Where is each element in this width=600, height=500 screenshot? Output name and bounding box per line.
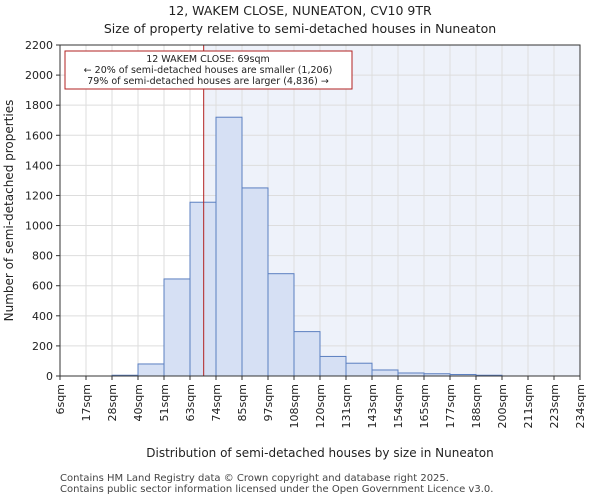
x-tick-label: 63sqm — [184, 384, 197, 421]
x-tick-label: 28sqm — [106, 384, 119, 421]
y-tick-label: 400 — [32, 310, 53, 323]
bar-74sqm — [215, 116, 243, 377]
bar-97sqm — [267, 273, 295, 377]
x-tick-label: 200sqm — [496, 384, 509, 428]
chart-title: 12, WAKEM CLOSE, NUNEATON, CV10 9TR — [168, 3, 432, 18]
y-tick-label: 1400 — [25, 159, 53, 172]
y-tick-label: 1800 — [25, 99, 53, 112]
annotation-box — [64, 50, 353, 90]
x-axis-label: Distribution of semi-detached houses by … — [146, 446, 493, 460]
bar-143sqm — [371, 369, 399, 377]
footer-line-1: Contains HM Land Registry data © Crown c… — [60, 473, 449, 484]
x-axis-ticks: 6sqm 17sqm 28sqm 40sqm 51sqm 63sqm 74sqm 85sqm 9… — [54, 376, 587, 428]
x-tick-label: 143sqm — [366, 384, 379, 428]
x-tick-label: 211sqm — [522, 384, 535, 428]
y-tick-label: 0 — [46, 370, 53, 383]
y-tick-label: 800 — [32, 250, 53, 263]
x-tick-label: 51sqm — [158, 384, 171, 421]
y-tick-label: 1600 — [25, 129, 53, 142]
bar-85sqm — [241, 187, 269, 377]
y-tick-label: 200 — [32, 340, 53, 353]
bars — [111, 116, 503, 377]
annotation-line-2: ← 20% of semi-detached houses are smalle… — [84, 65, 333, 76]
grid — [59, 44, 581, 377]
y-tick-label: 2000 — [25, 69, 53, 82]
y-axis-label: Number of semi-detached properties — [2, 100, 16, 322]
x-tick-label: 131sqm — [340, 384, 353, 428]
bar-108sqm — [293, 331, 321, 377]
bar-63sqm — [189, 201, 217, 377]
x-tick-label: 6sqm — [54, 384, 67, 414]
bar-120sqm — [319, 355, 347, 377]
chart-subtitle: Size of property relative to semi-detach… — [103, 21, 497, 36]
x-tick-label: 165sqm — [418, 384, 431, 428]
y-tick-label: 2200 — [25, 39, 53, 52]
x-tick-label: 108sqm — [288, 384, 301, 428]
y-tick-label: 1200 — [25, 189, 53, 202]
x-tick-label: 223sqm — [548, 384, 561, 428]
footer-line-2: Contains public sector information licen… — [60, 484, 494, 495]
x-tick-label: 40sqm — [132, 384, 145, 421]
x-tick-label: 17sqm — [80, 384, 93, 421]
x-tick-label: 177sqm — [444, 384, 457, 428]
y-tick-label: 1000 — [25, 220, 53, 233]
annotation-line-1: 12 WAKEM CLOSE: 69sqm — [146, 54, 270, 65]
x-tick-label: 120sqm — [314, 384, 327, 428]
bar-131sqm — [345, 362, 373, 377]
x-tick-label: 154sqm — [392, 384, 405, 428]
y-axis-ticks: 0 200 400 600 800 1000 1200 1400 1600 1800 2000 220… — [25, 39, 60, 383]
x-tick-label: 74sqm — [210, 384, 223, 421]
x-tick-label: 188sqm — [470, 384, 483, 428]
annotation-line-3: 79% of semi-detached houses are larger (… — [87, 76, 329, 87]
bar-40sqm — [137, 363, 165, 377]
x-tick-label: 97sqm — [262, 384, 275, 421]
bar-51sqm — [163, 278, 191, 377]
y-tick-label: 600 — [32, 280, 53, 293]
x-tick-label: 234sqm — [574, 384, 587, 428]
x-tick-label: 85sqm — [236, 384, 249, 421]
